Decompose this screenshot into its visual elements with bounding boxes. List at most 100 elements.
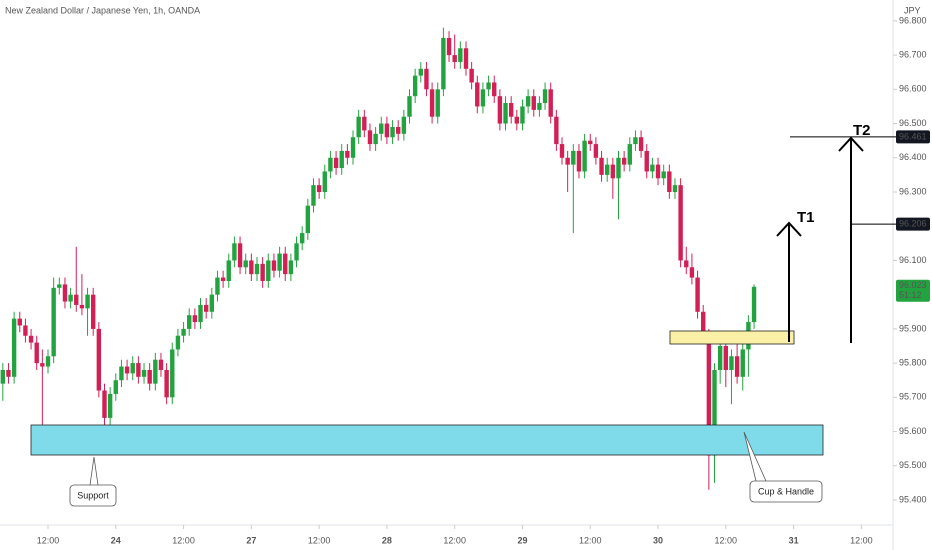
candle-body — [548, 89, 553, 117]
candle-body — [565, 157, 570, 165]
candle-body — [610, 164, 616, 179]
candle-body — [119, 366, 124, 381]
candle-body — [192, 315, 198, 323]
resistance-zone — [669, 330, 795, 345]
candle-body — [559, 144, 565, 158]
support-callout — [69, 484, 117, 507]
candle-body — [260, 263, 265, 281]
candle-body — [695, 277, 700, 312]
candle-body — [316, 185, 322, 192]
candle-body — [531, 96, 536, 110]
candle-body — [147, 369, 152, 384]
candle-body — [492, 82, 497, 97]
candle-body — [51, 287, 56, 357]
candle-body — [305, 205, 311, 234]
candle-body — [723, 346, 729, 370]
candle-body — [209, 294, 215, 312]
candle-body — [740, 349, 745, 377]
candle-body — [701, 311, 706, 336]
candle-body — [542, 89, 548, 104]
x-tick-label: 31 — [789, 535, 799, 545]
price-tag — [896, 217, 930, 231]
candle-body — [40, 363, 45, 367]
x-tick-label: 12:00 — [850, 535, 873, 545]
candle-body — [271, 260, 277, 271]
candle-body — [102, 390, 107, 418]
candle-body — [429, 89, 435, 117]
pattern-callout — [749, 480, 823, 503]
candle-body — [158, 359, 164, 370]
candle-body — [672, 185, 678, 192]
t1-label: T1 — [797, 209, 815, 226]
candle-body — [418, 68, 424, 76]
countdown-label: 51:12 — [899, 290, 922, 300]
support-pointer — [89, 456, 99, 486]
candle-body — [396, 126, 401, 134]
candle-body — [571, 150, 576, 165]
x-tick-label: 27 — [246, 535, 256, 545]
candle-body — [525, 96, 531, 107]
candle-body — [638, 137, 644, 151]
t2-arrowhead — [838, 136, 864, 152]
candle-body — [452, 55, 457, 62]
candle-body — [90, 294, 96, 329]
price-tag-label: 96.206 — [899, 219, 927, 229]
candle-body — [633, 137, 638, 145]
candle-body — [379, 123, 384, 134]
y-tick-label: 95.400 — [899, 494, 927, 504]
chart-title: New Zealand Dollar / Japanese Yen, 1h, O… — [5, 5, 200, 15]
candle-body — [345, 150, 350, 158]
candle-body — [367, 130, 373, 145]
candle-body — [333, 157, 339, 169]
candle-body — [79, 304, 85, 309]
candle-body — [401, 116, 407, 134]
candle-body — [503, 103, 508, 124]
candle-body — [85, 294, 90, 309]
candle-body — [508, 103, 514, 117]
candle-body — [655, 164, 661, 179]
candle-body — [469, 68, 474, 83]
candle-body — [446, 37, 452, 56]
y-tick-label: 95.700 — [899, 392, 927, 402]
candle-body — [124, 366, 130, 374]
candle-body — [486, 82, 491, 90]
candle-body — [322, 171, 327, 192]
candle-body — [141, 369, 147, 377]
candle-body — [627, 144, 632, 165]
candle-body — [480, 89, 486, 107]
candle-body — [170, 349, 175, 398]
candle-body — [616, 157, 621, 179]
candle-body — [621, 157, 627, 165]
candle-body — [734, 356, 740, 377]
candle-body — [441, 37, 446, 90]
y-tick-label: 96.400 — [899, 152, 927, 162]
last-price-tag — [896, 279, 930, 302]
candle-body — [684, 260, 689, 268]
candle-body — [463, 48, 469, 69]
candle-body — [350, 137, 356, 158]
candle-body — [130, 363, 135, 374]
t2-label: T2 — [853, 122, 871, 139]
candle-body — [390, 126, 395, 138]
pattern-text: Cup & Handle — [758, 486, 814, 496]
candle-body — [299, 233, 305, 244]
candle-body — [678, 185, 683, 261]
candle-body — [226, 260, 231, 281]
x-tick-label: 12:00 — [308, 535, 331, 545]
candle-body — [435, 89, 440, 117]
candle-body — [34, 342, 39, 364]
candle-body — [294, 243, 299, 261]
candle-body — [23, 325, 28, 336]
candle-body — [588, 140, 593, 145]
candle-body — [554, 116, 559, 145]
candle-body — [712, 369, 717, 456]
x-tick-label: 12:00 — [443, 535, 466, 545]
candle-body — [362, 116, 367, 131]
candle-body — [198, 304, 203, 323]
candle-body — [181, 328, 186, 336]
candle-body — [68, 294, 73, 302]
candle-body — [475, 82, 480, 107]
candle-body — [283, 253, 288, 275]
